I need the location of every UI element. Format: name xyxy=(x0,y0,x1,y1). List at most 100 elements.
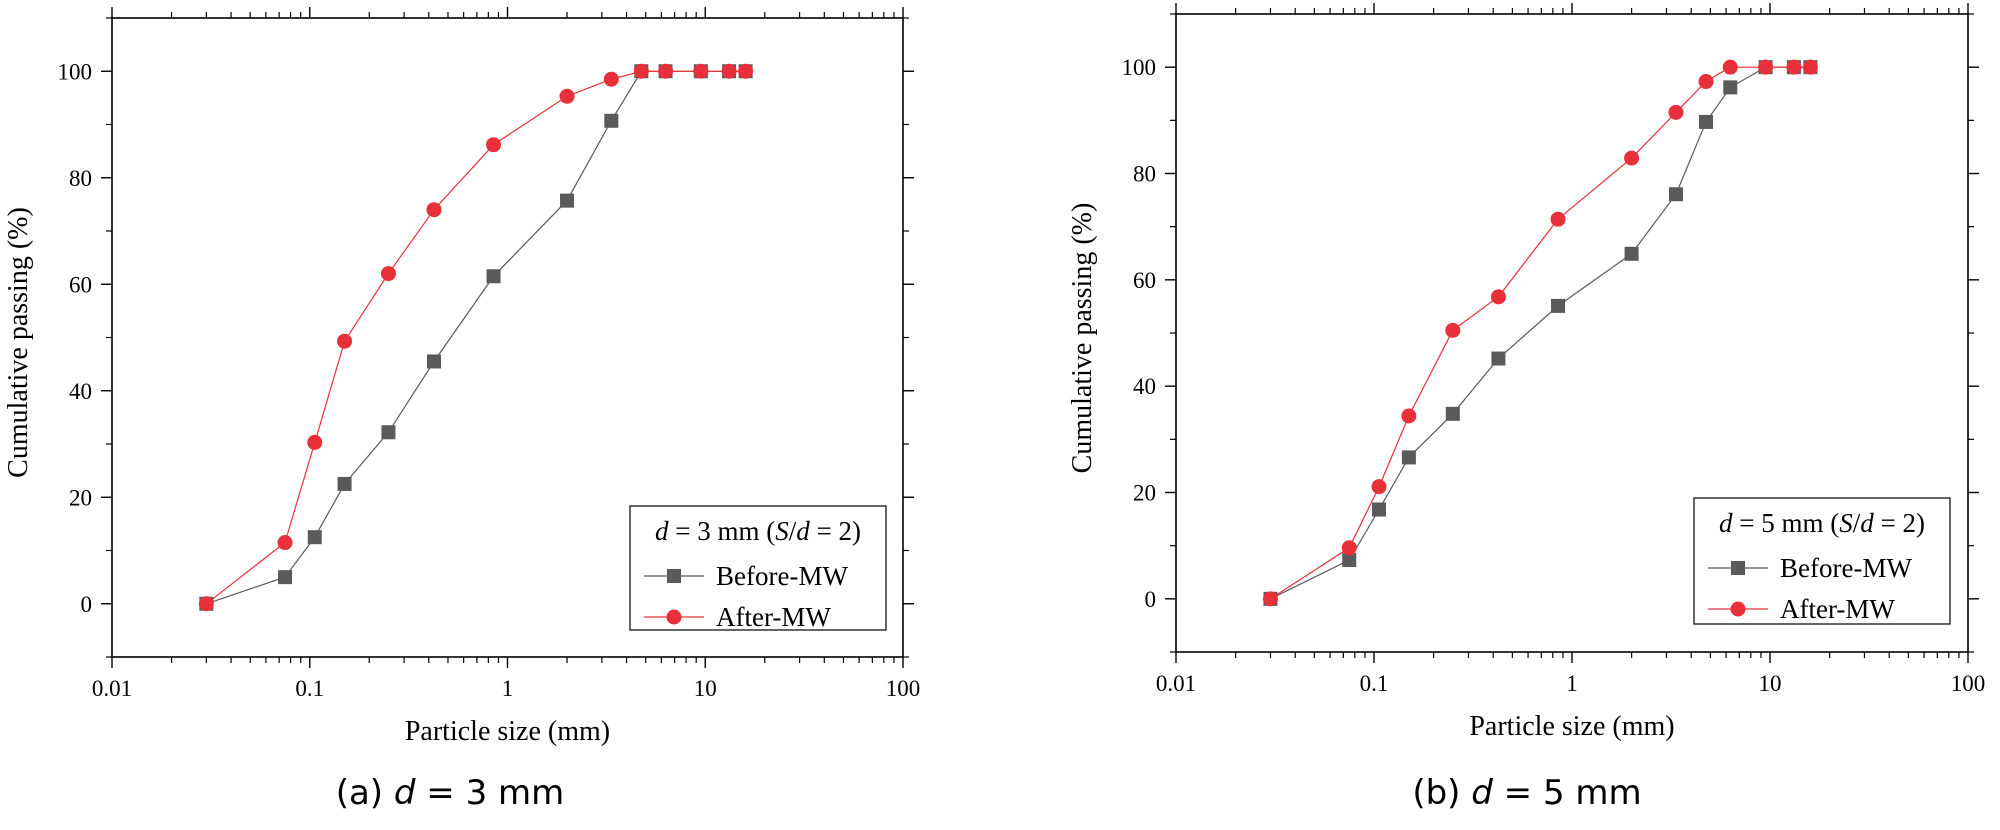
legend-title-text: / xyxy=(1853,508,1861,538)
y-tick-label: 20 xyxy=(1133,481,1156,506)
panel-caption: (b) d = 5 mm xyxy=(1412,773,1641,813)
data-point-after-mw xyxy=(1490,289,1506,305)
data-point-after-mw xyxy=(658,63,674,79)
data-point-before-mw xyxy=(1445,406,1460,421)
panel-caption: (a) d = 3 mm xyxy=(336,773,565,813)
data-point-after-mw xyxy=(307,434,323,450)
panel-caption-label: (a) xyxy=(336,773,383,813)
legend-label-after-mw: After-MW xyxy=(1780,594,1895,624)
legend-marker-after-mw xyxy=(666,609,682,625)
x-axis-label: Particle size (mm) xyxy=(1469,711,1674,742)
y-tick-label: 100 xyxy=(58,59,93,84)
legend-title-var: S xyxy=(1839,508,1853,538)
panel-caption-space xyxy=(1460,773,1471,813)
x-axis-label: Particle size (mm) xyxy=(405,716,610,747)
legend-title-var: d xyxy=(796,516,810,546)
x-tick-label: 1 xyxy=(1566,671,1578,696)
panel-caption-text: = 5 mm xyxy=(1493,773,1642,813)
data-point-after-mw xyxy=(426,202,442,218)
data-point-after-mw xyxy=(721,63,737,79)
data-point-before-mw xyxy=(1342,553,1357,568)
legend-title-var: S xyxy=(775,516,789,546)
data-point-before-mw xyxy=(381,425,396,440)
data-point-after-mw xyxy=(559,88,575,104)
legend-title-var: d xyxy=(1860,508,1874,538)
y-tick-label: 40 xyxy=(1133,374,1156,399)
legend-marker-after-mw xyxy=(1730,601,1746,617)
legend-title-text: = 2) xyxy=(810,516,861,546)
data-point-after-mw xyxy=(1371,479,1387,495)
x-tick-label: 100 xyxy=(886,676,921,701)
data-point-after-mw xyxy=(1698,74,1714,90)
y-axis-label: Cumulative passing (%) xyxy=(3,207,34,478)
data-point-after-mw xyxy=(738,63,754,79)
data-point-after-mw xyxy=(277,535,293,551)
x-tick-label: 10 xyxy=(694,676,717,701)
data-point-before-mw xyxy=(1551,298,1566,313)
panel-caption-text: = 3 mm xyxy=(415,773,564,813)
y-tick-label: 20 xyxy=(69,485,92,510)
y-axis-label: Cumulative passing (%) xyxy=(1067,203,1098,474)
data-point-before-mw xyxy=(486,269,501,284)
x-tick-label: 0.01 xyxy=(1156,671,1196,696)
legend-box xyxy=(629,505,887,631)
x-tick-label: 0.1 xyxy=(1360,671,1389,696)
legend-marker-before-mw xyxy=(667,569,681,583)
data-point-before-mw xyxy=(604,113,619,128)
data-point-before-mw xyxy=(427,354,442,369)
legend-title-text: / xyxy=(789,516,797,546)
y-tick-label: 80 xyxy=(1133,162,1156,187)
panel-caption-var: d xyxy=(1471,773,1493,813)
data-point-after-mw xyxy=(1802,59,1818,75)
data-point-after-mw xyxy=(1722,59,1738,75)
legend-label-after-mw: After-MW xyxy=(716,602,831,632)
legend-marker-before-mw xyxy=(1731,561,1745,575)
y-tick-label: 60 xyxy=(1133,268,1156,293)
y-tick-label: 60 xyxy=(69,272,92,297)
data-point-before-mw xyxy=(1372,502,1387,517)
data-point-after-mw xyxy=(1401,408,1417,424)
data-point-after-mw xyxy=(1786,59,1802,75)
legend: d = 5 mm (S/d = 2) Before-MW After-MW xyxy=(1693,497,1951,625)
x-tick-label: 100 xyxy=(1951,671,1986,696)
data-point-after-mw xyxy=(1445,322,1461,338)
data-point-before-mw xyxy=(337,476,352,491)
legend: d = 3 mm (S/d = 2) Before-MW After-MW xyxy=(629,505,887,632)
data-point-after-mw xyxy=(1624,150,1640,166)
legend-title-text: = 3 mm ( xyxy=(669,516,776,546)
data-point-before-mw xyxy=(1668,187,1683,202)
y-tick-label: 40 xyxy=(69,379,92,404)
data-point-before-mw xyxy=(307,530,322,545)
data-point-after-mw xyxy=(1668,104,1684,120)
data-point-after-mw xyxy=(693,63,709,79)
data-point-before-mw xyxy=(1624,246,1639,261)
y-tick-label: 0 xyxy=(81,592,93,617)
data-point-before-mw xyxy=(560,193,575,208)
chart-panel-b: 0.01 0.1 1 10 100 0 20 40 60 80 100 Particle size (… xyxy=(1067,3,1985,813)
data-point-before-mw xyxy=(1401,450,1416,465)
data-point-after-mw xyxy=(486,137,502,153)
legend-title-text: = 5 mm ( xyxy=(1733,508,1840,538)
data-point-after-mw xyxy=(1262,591,1278,607)
y-tick-label: 100 xyxy=(1122,55,1157,80)
data-point-after-mw xyxy=(1758,59,1774,75)
legend-title-text: = 2) xyxy=(1874,508,1925,538)
data-point-after-mw xyxy=(380,266,396,282)
legend-title: d = 3 mm (S/d = 2) xyxy=(655,516,861,546)
data-point-before-mw xyxy=(1723,80,1738,95)
data-point-before-mw xyxy=(1698,114,1713,129)
x-tick-label: 1 xyxy=(502,676,514,701)
x-tick-label: 10 xyxy=(1759,671,1782,696)
x-tick-label: 0.01 xyxy=(92,676,132,701)
data-point-after-mw xyxy=(1550,211,1566,227)
data-point-before-mw xyxy=(1491,351,1506,366)
data-point-after-mw xyxy=(337,333,353,349)
x-tick-label: 0.1 xyxy=(295,676,324,701)
legend-title: d = 5 mm (S/d = 2) xyxy=(1719,508,1925,538)
data-point-after-mw xyxy=(1341,540,1357,556)
legend-label-before-mw: Before-MW xyxy=(1780,553,1912,583)
chart-panel-a: 0.01 0.1 1 10 100 0 20 40 60 80 100 Particle size (… xyxy=(3,7,920,813)
y-tick-label: 80 xyxy=(69,166,92,191)
panel-caption-space xyxy=(383,773,394,813)
legend-label-before-mw: Before-MW xyxy=(716,561,848,591)
